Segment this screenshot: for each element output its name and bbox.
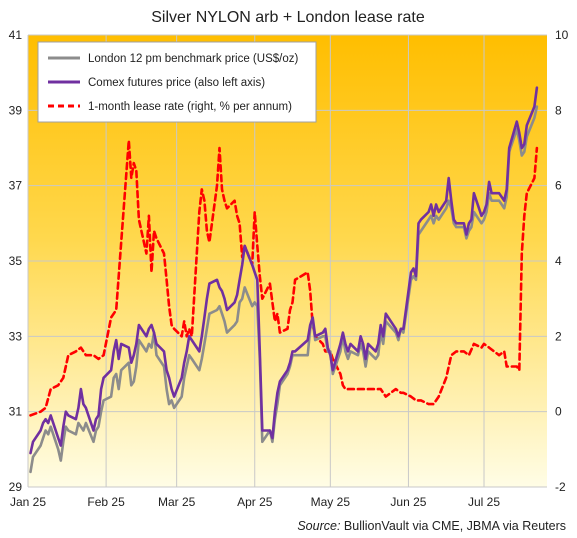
left-axis-tick-label: 35 — [9, 254, 23, 268]
left-axis-tick-label: 39 — [9, 103, 23, 117]
chart-title: Silver NYLON arb + London lease rate — [151, 9, 425, 26]
legend-label-london: London 12 pm benchmark price (US$/oz) — [88, 53, 298, 65]
series-lines — [29, 86, 539, 474]
x-axis-tick-label: Apr 25 — [237, 495, 273, 509]
x-axis-tick-label: Feb 25 — [87, 495, 125, 509]
left-axis-tick-label: 29 — [9, 480, 23, 494]
legend-label-lease: 1-month lease rate (right, % per annum) — [88, 101, 292, 113]
left-axis-tick-label: 41 — [9, 28, 23, 42]
right-axis-tick-label: 0 — [555, 405, 562, 419]
source-label: Source: — [297, 519, 340, 533]
right-axis-tick-label: 2 — [555, 329, 562, 343]
series-line-lease — [29, 139, 539, 417]
left-axis-tick-label: 31 — [9, 405, 23, 419]
source-text: BullionVault via CME, JBMA via Reuters — [340, 519, 566, 533]
x-axis-tick-label: Jul 25 — [468, 495, 500, 509]
right-axis-tick-label: 8 — [555, 103, 562, 117]
x-axis-tick-label: Jun 25 — [390, 495, 426, 509]
series-line-comex — [29, 86, 539, 455]
right-axis-tick-label: 4 — [555, 254, 562, 268]
legend-label-comex: Comex futures price (also left axis) — [88, 77, 265, 89]
legend: London 12 pm benchmark price (US$/oz) Co… — [37, 41, 317, 123]
right-axis-tick-label: -2 — [555, 480, 566, 494]
right-axis-tick-label: 10 — [555, 28, 569, 42]
legend-box — [37, 41, 317, 123]
axis-ticks: 29 -2 31 0 33 2 35 4 37 6 39 8 41 10 Jan 25 Feb 25 Mar 2… — [9, 28, 569, 509]
x-axis-tick-label: Mar 25 — [158, 495, 196, 509]
right-axis-tick-label: 6 — [555, 179, 562, 193]
x-axis-tick-label: Jan 25 — [10, 495, 46, 509]
source-note: Source: BullionVault via CME, JBMA via R… — [297, 519, 566, 533]
x-axis-tick-label: May 25 — [311, 495, 351, 509]
left-axis-tick-label: 33 — [9, 329, 23, 343]
left-axis-tick-label: 37 — [9, 179, 23, 193]
